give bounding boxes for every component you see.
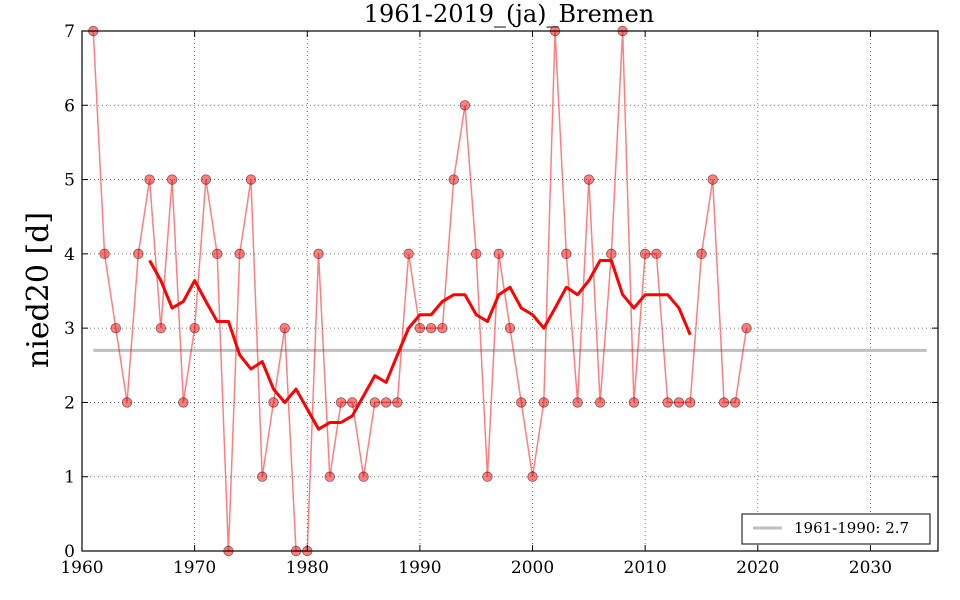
legend-label: 1961-1990: 2.7 [794, 519, 909, 537]
data-point [628, 397, 640, 408]
y-axis-label: nied20 [d] [21, 212, 56, 368]
x-tick-label: 2000 [511, 558, 554, 578]
x-tick-label: 1960 [60, 558, 103, 578]
data-point [583, 174, 595, 185]
data-point [707, 174, 718, 185]
data-point [538, 397, 549, 408]
x-tick-label: 2030 [849, 558, 892, 578]
y-tick-label: 3 [64, 319, 75, 339]
data-point [459, 100, 471, 111]
data-point [696, 248, 707, 260]
data-point [268, 397, 279, 408]
data-point [685, 397, 696, 408]
moving-average-layer [148, 259, 692, 431]
y-tick-label: 0 [64, 542, 75, 562]
data-point [166, 174, 178, 185]
data-point [133, 248, 144, 260]
data-point [482, 471, 493, 482]
data-point [572, 397, 583, 408]
data-point [369, 397, 381, 408]
data-point [730, 397, 741, 408]
data-point [414, 322, 426, 334]
data-point [211, 248, 223, 260]
data-point [471, 248, 482, 260]
x-tick-label: 2020 [736, 558, 779, 578]
data-point [392, 397, 403, 408]
axis-ticks: 1960 1970 1980 1990 2000 2010 2020 2030 0 1 2 3 4 5 6 7 [60, 22, 938, 578]
data-point [200, 174, 212, 185]
data-point [245, 174, 257, 185]
data-point [178, 397, 189, 408]
grid [81, 30, 938, 552]
plot-frame [81, 30, 939, 552]
x-tick-label: 1970 [173, 558, 216, 578]
data-point [504, 322, 516, 334]
y-tick-label: 5 [64, 171, 75, 191]
data-point [324, 471, 335, 482]
y-tick-label: 7 [64, 22, 75, 42]
data-point [257, 471, 268, 482]
data-point [527, 471, 538, 482]
data-point [380, 397, 392, 408]
data-point [121, 397, 133, 408]
data-point [234, 248, 245, 260]
legend: 1961-1990: 2.7 [741, 513, 931, 545]
data-point [99, 248, 110, 260]
x-tick-label: 1990 [398, 558, 441, 578]
y-tick-label: 4 [64, 245, 75, 265]
data-point [110, 322, 121, 334]
data-point [673, 397, 685, 408]
data-point [144, 174, 155, 185]
data-point [594, 397, 606, 408]
data-point [403, 248, 414, 260]
data-point [347, 397, 358, 408]
data-point [639, 248, 651, 260]
data-point [516, 397, 527, 408]
data-point [437, 322, 448, 334]
data-point [741, 322, 752, 334]
data-point [561, 248, 572, 260]
data-point [493, 248, 504, 260]
data-point [358, 471, 369, 482]
data-point [335, 397, 347, 408]
data-point [425, 322, 437, 334]
data-point [606, 248, 617, 260]
data-point [718, 397, 730, 408]
data-point [651, 248, 662, 260]
data-point [189, 322, 200, 334]
y-tick-label: 2 [64, 393, 75, 413]
data-point [448, 174, 459, 185]
moving-average-line [148, 259, 692, 431]
x-tick-label: 2010 [624, 558, 667, 578]
data-point [155, 322, 167, 334]
data-point [279, 322, 290, 334]
y-tick-label: 6 [64, 96, 75, 116]
chart-title: 1961-2019_(ja)_Bremen [364, 0, 654, 28]
y-tick-label: 1 [64, 468, 75, 488]
x-tick-label: 1980 [286, 558, 329, 578]
data-point [662, 397, 673, 408]
data-point [313, 248, 324, 260]
